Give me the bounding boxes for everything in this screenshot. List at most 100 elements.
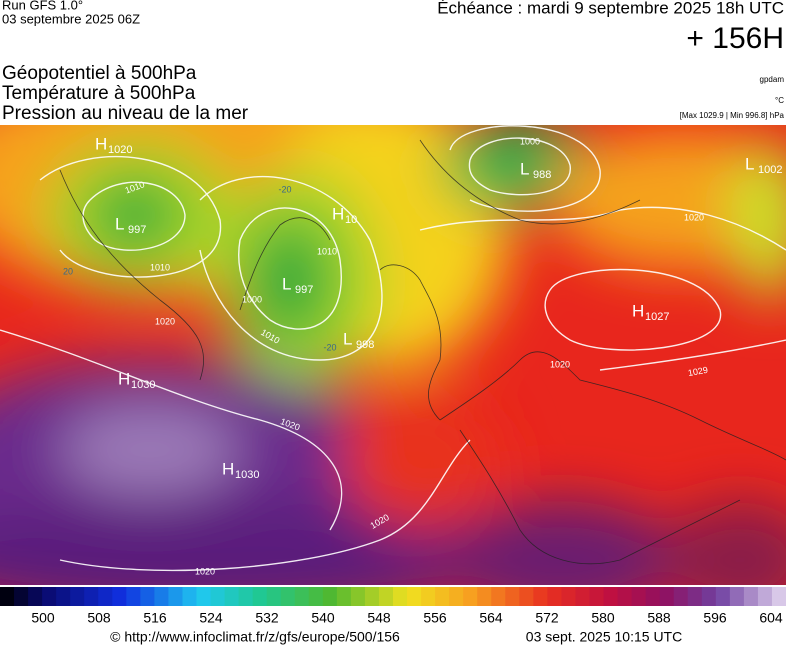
colorbar-tick-label: 580 [591,610,615,626]
colorbar-swatch [715,587,731,606]
colorbar-swatch [547,587,562,606]
colorbar-swatch [519,587,534,606]
colorbar-tick-label: 604 [759,610,783,626]
footer-time: 03 sept. 2025 10:15 UTC [526,629,682,645]
center-value: 1002 [758,164,782,176]
center-value: 10 [345,214,357,226]
colorbar-swatch [561,587,576,606]
colorbar-swatch [252,587,268,606]
center-kind: H [332,204,344,223]
colorbar-swatch [70,587,85,606]
center-kind: H [95,134,107,153]
center-value: 988 [533,169,551,181]
center-kind: L [745,154,754,173]
isobar-label: 1020 [195,566,215,576]
center-kind: L [520,159,529,178]
colorbar-swatch [98,587,113,606]
colorbar-swatch [575,587,590,606]
colorbar-swatch [407,587,422,606]
colorbar-swatch [56,587,71,606]
colorbar-swatch [631,587,647,606]
colorbar-swatch [112,587,127,606]
colorbar-swatch [463,587,478,606]
colorbar-swatch [393,587,408,606]
colorbar-swatch [421,587,436,606]
temperature-label: 20 [63,266,73,276]
center-value: 997 [295,284,313,296]
unit: °C [775,96,784,105]
colorbar-swatch [266,587,282,606]
colorbar-swatch [378,587,394,606]
colorbar-swatch [238,587,254,606]
colorbar-tick-label: 572 [535,610,559,626]
run-label: Run GFS 1.0° [2,0,83,12]
colorbar-tick-label: 596 [703,610,727,626]
center-kind: H [118,369,130,388]
colorbar-tick-label: 588 [647,610,671,626]
colorbar-swatch [140,587,155,606]
colorbar-swatch [645,587,661,606]
footer-source: © http://www.infoclimat.fr/z/gfs/europe/… [110,629,400,645]
colorbar-swatch [743,587,759,606]
colorbar-swatch [28,587,43,606]
center-kind: H [632,301,644,320]
colorbar-swatch [364,587,380,606]
layer: Géopotentiel à 500hPa [2,63,197,84]
colorbar-swatch [533,587,548,606]
colorbar-swatch [14,587,29,606]
center-kind: L [115,214,124,233]
center-kind: L [343,329,352,348]
center-value: 997 [128,224,146,236]
colorbar-swatch [322,587,338,606]
center-kind: H [222,459,234,478]
layer: Pression au niveau de la mer [2,103,249,124]
isobar-label: 1000 [520,136,540,146]
colorbar-swatch [224,587,240,606]
center-value: 1030 [131,379,155,391]
colorbar-swatch [42,587,57,606]
run-date: 03 septembre 2025 06Z [2,11,140,26]
isobar-label: 1010 [317,246,337,256]
colorbar-swatch [729,587,745,606]
colorbar-swatch [280,587,296,606]
colorbar-tick-label: 548 [367,610,391,626]
colorbar-swatch [126,587,141,606]
isobar-label: 1020 [155,316,175,326]
colorbar-tick-label: 556 [423,610,447,626]
colorbar-swatch [294,587,310,606]
unit: [Max 1029.9 | Min 996.8] hPa [680,111,785,120]
colorbar-swatch [210,587,226,606]
colorbar-swatch [168,587,183,606]
colorbar-swatch [0,587,15,606]
colorbar-swatch [491,587,506,606]
colorbar-swatch [154,587,169,606]
colorbar-tick-label: 532 [255,610,279,626]
map [0,125,786,585]
isobar-label: 1029 [687,365,708,378]
colorbar-swatch [308,587,324,606]
center-value: 1020 [108,144,132,156]
colorbar-swatch [659,587,675,606]
colorbar-tick-label: 500 [31,610,55,626]
isobar-label: 1010 [150,262,170,272]
isobar-label: 1020 [550,359,570,369]
colorbar-swatch [603,587,619,606]
unit: gpdam [760,75,785,84]
center-value: 998 [356,339,374,351]
colorbar-swatch [687,587,703,606]
center-value: 1027 [645,311,669,323]
isobar-label: 1000 [242,294,262,304]
colorbar-swatch [673,587,689,606]
colorbar-tick-label: 524 [199,610,223,626]
center-kind: L [282,274,291,293]
colorbar-swatch [182,587,197,606]
temperature-label: -20 [323,342,336,352]
colorbar-swatch [701,587,717,606]
colorbar-swatch [617,587,633,606]
isobar-label: 1020 [684,212,704,222]
colorbar-tick-label: 508 [87,610,111,626]
colorbar-swatch [84,587,99,606]
colorbar-tick-label: 540 [311,610,335,626]
